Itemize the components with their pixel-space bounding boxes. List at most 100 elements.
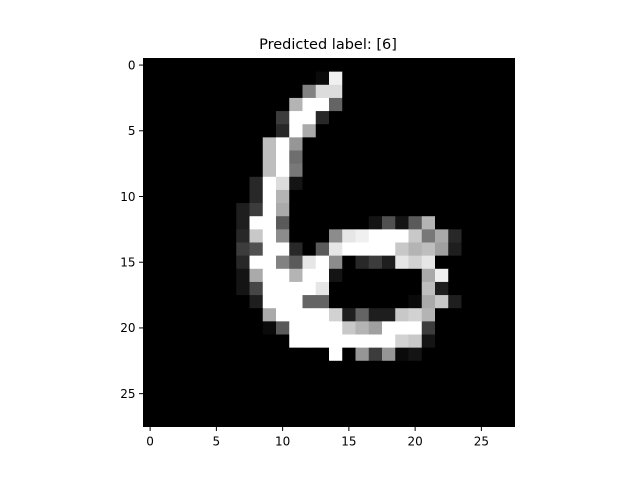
pixel-cell <box>223 84 237 99</box>
pixel-cell <box>236 347 250 362</box>
pixel-cell <box>276 334 290 349</box>
pixel-cell <box>156 321 171 335</box>
pixel-cell <box>461 124 476 138</box>
pixel-cell <box>382 360 396 375</box>
pixel-cell <box>342 203 356 217</box>
pixel-cell <box>183 176 197 191</box>
pixel-cell <box>395 203 409 217</box>
pixel-cell <box>355 137 370 151</box>
pixel-cell <box>249 137 264 151</box>
pixel-cell <box>315 308 330 322</box>
pixel-cell <box>368 242 383 257</box>
pixel-cell <box>183 321 197 335</box>
y-tick-label: 5 <box>128 124 136 138</box>
pixel-cell <box>408 216 423 230</box>
pixel-cell <box>329 255 343 270</box>
pixel-cell <box>156 124 171 138</box>
pixel-cell <box>249 387 264 401</box>
pixel-cell <box>448 334 462 349</box>
x-axis: 0 5 10 15 20 25 <box>146 426 489 449</box>
pixel-cell <box>474 255 489 270</box>
pixel-cell <box>223 295 237 309</box>
pixel-cell <box>170 255 184 270</box>
pixel-cell <box>315 400 330 414</box>
pixel-cell <box>474 281 489 296</box>
pixel-cell <box>289 58 303 73</box>
pixel-cell <box>289 137 303 151</box>
pixel-cell <box>448 242 462 257</box>
pixel-cell <box>276 242 290 257</box>
pixel-cell <box>421 111 436 125</box>
pixel-cell <box>368 176 383 191</box>
pixel-cell <box>368 255 383 270</box>
pixel-cell <box>501 387 515 401</box>
pixel-cell <box>183 58 197 73</box>
pixel-cell <box>196 229 211 243</box>
pixel-cell <box>488 334 502 349</box>
pixel-cell <box>408 242 423 257</box>
pixel-cell <box>329 111 343 125</box>
pixel-cell <box>382 137 396 151</box>
pixel-cell <box>435 413 449 427</box>
pixel-cell <box>209 163 224 178</box>
pixel-cell <box>448 111 462 125</box>
pixel-cell <box>183 97 197 112</box>
pixel-cell <box>329 84 343 99</box>
pixel-cell <box>276 176 290 191</box>
pixel-cell <box>461 321 476 335</box>
pixel-cell <box>209 71 224 86</box>
pixel-cell <box>302 137 317 151</box>
pixel-cell <box>395 163 409 178</box>
pixel-cell <box>236 308 250 322</box>
pixel-cell <box>249 216 264 230</box>
pixel-cell <box>289 387 303 401</box>
pixel-cell <box>236 176 250 191</box>
pixel-cell <box>329 308 343 322</box>
pixel-cell <box>461 84 476 99</box>
pixel-cell <box>196 321 211 335</box>
pixel-cell <box>302 373 317 388</box>
pixel-cell <box>382 176 396 191</box>
pixel-cell <box>435 58 449 73</box>
pixel-cell <box>170 373 184 388</box>
pixel-cell <box>315 347 330 362</box>
pixel-cell <box>368 97 383 112</box>
pixel-cell <box>262 176 277 191</box>
pixel-cell <box>170 360 184 375</box>
pixel-cell <box>276 58 290 73</box>
pixel-cell <box>435 308 449 322</box>
pixel-cell <box>143 242 158 257</box>
pixel-cell <box>209 97 224 112</box>
pixel-cell <box>355 321 370 335</box>
pixel-cell <box>421 229 436 243</box>
pixel-cell <box>474 413 489 427</box>
pixel-cell <box>474 71 489 86</box>
pixel-cell <box>488 387 502 401</box>
pixel-cell <box>236 268 250 283</box>
pixel-cell <box>249 203 264 217</box>
pixel-cell <box>474 347 489 362</box>
pixel-cell <box>315 176 330 191</box>
pixel-cell <box>183 295 197 309</box>
pixel-cell <box>143 268 158 283</box>
pixel-cell <box>435 203 449 217</box>
pixel-cell <box>368 229 383 243</box>
pixel-cell <box>382 58 396 73</box>
pixel-cell <box>196 281 211 296</box>
pixel-cell <box>209 216 224 230</box>
pixel-cell <box>262 216 277 230</box>
pixel-cell <box>408 281 423 296</box>
pixel-cell <box>368 281 383 296</box>
pixel-cell <box>395 360 409 375</box>
pixel-cell <box>474 229 489 243</box>
pixel-cell <box>276 111 290 125</box>
pixel-cell <box>143 111 158 125</box>
pixel-cell <box>461 58 476 73</box>
pixel-cell <box>289 268 303 283</box>
pixel-cell <box>276 281 290 296</box>
pixel-cell <box>382 71 396 86</box>
pixel-cell <box>223 360 237 375</box>
pixel-cell <box>395 373 409 388</box>
pixel-cell <box>170 189 184 204</box>
